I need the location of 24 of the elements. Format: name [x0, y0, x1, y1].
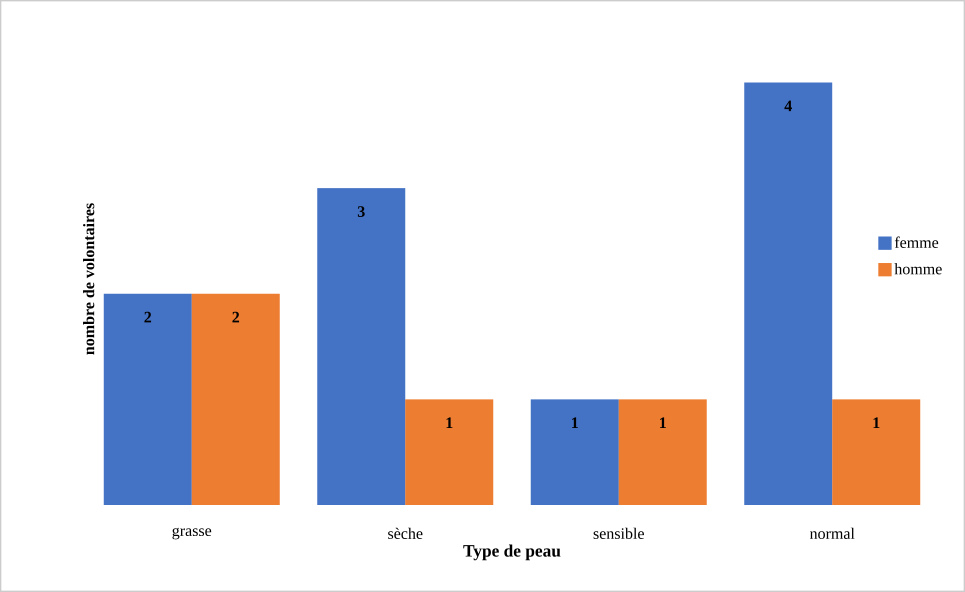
data-label: 1 — [660, 417, 666, 428]
x-tick-label: normal — [810, 528, 855, 539]
data-label: 4 — [784, 100, 792, 112]
bar — [618, 399, 707, 505]
bar — [530, 399, 619, 505]
data-label: 2 — [144, 312, 152, 322]
bar — [832, 399, 920, 505]
data-label: 1 — [446, 417, 452, 428]
bar — [317, 188, 406, 505]
bar — [192, 294, 280, 505]
y-axis-title: nombre de volontaires — [83, 203, 94, 355]
legend-label: homme — [894, 263, 942, 274]
data-label: 1 — [874, 417, 880, 428]
x-tick-label: sensible — [594, 528, 644, 539]
x-tick-label: sèche — [388, 528, 422, 539]
data-label: 2 — [232, 312, 240, 322]
bar — [104, 294, 192, 505]
data-label: 3 — [358, 206, 365, 217]
data-label: 1 — [572, 417, 578, 428]
x-axis-title: Type de peau — [463, 544, 560, 560]
legend-label: femme — [894, 236, 938, 248]
bar — [405, 399, 494, 505]
bar — [744, 82, 832, 505]
x-tick-label: grasse — [172, 528, 212, 540]
